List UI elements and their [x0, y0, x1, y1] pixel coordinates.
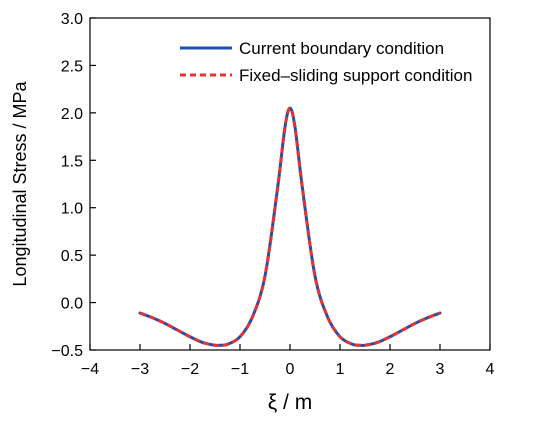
- series-line-current-boundary: [138, 106, 442, 348]
- y-tick-label: 1.0: [61, 201, 83, 218]
- x-tick-label: 1: [336, 361, 345, 378]
- x-tick-label: −2: [181, 361, 199, 378]
- y-tick-label: 1.5: [61, 153, 83, 170]
- x-tick-label: 3: [436, 361, 445, 378]
- y-axis-label: Longitudinal Stress / MPa: [10, 80, 30, 286]
- x-tick-label: 2: [386, 361, 395, 378]
- series-line-fixed-sliding: [139, 106, 441, 348]
- series-layer: [138, 106, 442, 348]
- x-tick-label: 4: [486, 361, 495, 378]
- x-axis-label: ξ / m: [268, 391, 312, 414]
- y-tick-label: 3.0: [61, 11, 83, 28]
- legend: Current boundary condition Fixed–sliding …: [180, 39, 472, 85]
- y-tick-label: −0.5: [51, 343, 83, 360]
- x-tick-label: −3: [131, 361, 149, 378]
- x-tick-label: −1: [231, 361, 249, 378]
- legend-label: Current boundary condition: [239, 39, 444, 58]
- x-tick-label: −4: [81, 361, 99, 378]
- y-tick-label: 2.0: [61, 106, 83, 123]
- y-tick-label: 2.5: [61, 58, 83, 75]
- y-tick-label: 0.0: [61, 296, 83, 313]
- y-axis-ticks: −0.5 0.0 0.5 1.0 1.5 2.0 2.5 3.0: [51, 11, 96, 360]
- y-tick-label: 0.5: [61, 248, 83, 265]
- plot-area-frame: [89, 17, 491, 351]
- x-axis-ticks: −4 −3 −2 −1 0 1 2 3 4: [81, 344, 495, 378]
- x-tick-label: 0: [286, 361, 295, 378]
- legend-label: Fixed–sliding support condition: [239, 66, 472, 85]
